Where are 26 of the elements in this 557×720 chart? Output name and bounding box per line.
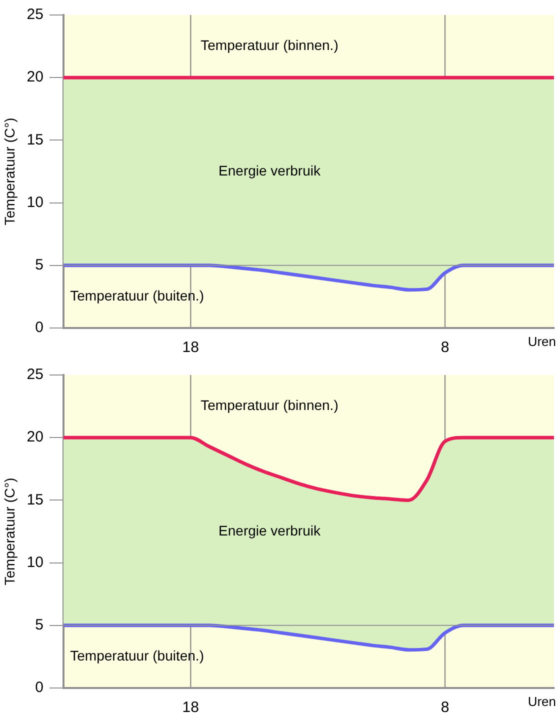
y-tick-label: 10 <box>26 554 44 571</box>
y-tick-label: 5 <box>35 616 44 634</box>
y-tick-label: 0 <box>35 319 44 336</box>
x-tick-label: 8 <box>440 339 450 356</box>
y-tick-label: 0 <box>35 679 44 696</box>
y-tick-label: 20 <box>26 68 44 86</box>
annotation: Energie verbruik <box>218 522 322 538</box>
annotation: Temperatuur (binnen.) <box>200 397 338 414</box>
y-axis-title: Temperatuur (C°) <box>1 118 18 226</box>
y-axis-title: Temperatuur (C°) <box>1 478 18 586</box>
y-tick-label: 20 <box>26 428 44 446</box>
y-tick-label: 5 <box>35 256 44 274</box>
annotation: Energie verbruik <box>218 162 322 178</box>
x-tick-label: 8 <box>440 699 450 716</box>
y-tick-label: 15 <box>26 131 44 148</box>
annotation: Temperatuur (binnen.) <box>200 37 338 54</box>
y-tick-label: 25 <box>26 366 44 384</box>
y-tick-label: 10 <box>26 194 44 211</box>
x-tick-label: 18 <box>182 699 199 716</box>
y-tick-label: 15 <box>26 491 44 508</box>
y-tick-label: 25 <box>26 6 44 24</box>
annotation: Temperatuur (buiten.) <box>70 288 204 304</box>
annotation: Temperatuur (buiten.) <box>70 648 204 664</box>
x-tick-label: 18 <box>182 339 199 356</box>
x-axis-title: Uren <box>528 334 556 350</box>
x-axis-title: Uren <box>528 694 556 710</box>
